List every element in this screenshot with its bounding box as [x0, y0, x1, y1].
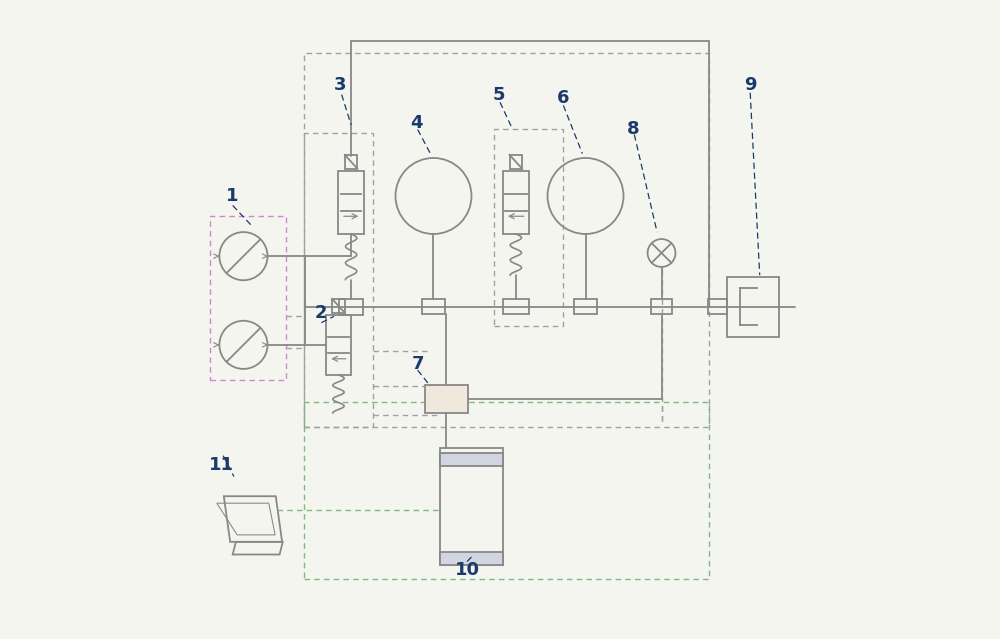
Bar [708, 299, 727, 314]
Text: 7: 7 [411, 355, 424, 373]
Text: 9: 9 [744, 76, 756, 94]
Bar [440, 552, 503, 565]
Text: 4: 4 [410, 114, 423, 132]
Text: 5: 5 [492, 86, 505, 104]
Text: 11: 11 [209, 456, 234, 474]
Bar [339, 298, 363, 315]
Bar [338, 171, 364, 234]
Bar [440, 448, 503, 565]
Bar [440, 453, 503, 465]
Bar [422, 298, 445, 314]
Bar [210, 216, 286, 380]
Bar [503, 298, 529, 314]
Bar [326, 315, 351, 375]
Bar [651, 298, 672, 314]
Text: 10: 10 [455, 560, 480, 579]
Bar [345, 155, 357, 169]
Text: 6: 6 [557, 89, 570, 107]
Bar [304, 402, 709, 579]
Bar [425, 385, 468, 413]
Text: 3: 3 [334, 76, 347, 94]
Bar [503, 171, 529, 234]
Text: 1: 1 [226, 187, 239, 205]
Bar [510, 155, 522, 169]
Bar [332, 299, 345, 313]
Bar [727, 277, 779, 337]
Bar [574, 298, 597, 314]
Bar [304, 54, 709, 427]
Bar [494, 130, 563, 326]
Bar [304, 133, 373, 427]
Text: 8: 8 [627, 121, 639, 139]
Text: 2: 2 [315, 304, 328, 322]
